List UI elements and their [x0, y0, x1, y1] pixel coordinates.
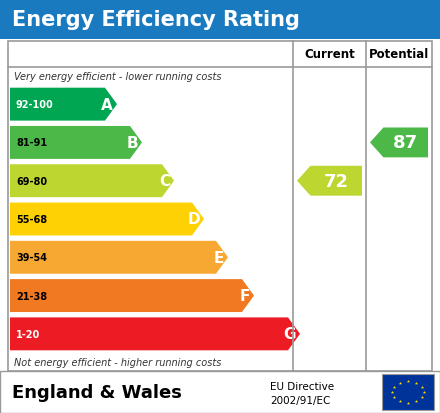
Text: E: E [214, 250, 224, 265]
Text: F: F [240, 288, 250, 303]
Text: G: G [283, 327, 296, 342]
Text: 39-54: 39-54 [16, 253, 47, 263]
Text: A: A [101, 97, 113, 112]
Text: 55-68: 55-68 [16, 214, 47, 224]
Polygon shape [10, 318, 300, 351]
Polygon shape [370, 128, 428, 158]
Text: 81-91: 81-91 [16, 138, 47, 148]
Bar [0, 371, 440, 413]
Text: 2002/91/EC: 2002/91/EC [270, 395, 330, 406]
Polygon shape [10, 241, 228, 274]
Text: Potential: Potential [369, 48, 429, 62]
Polygon shape [10, 127, 142, 159]
Text: 1-20: 1-20 [16, 329, 40, 339]
Polygon shape [297, 166, 362, 196]
Text: C: C [159, 174, 170, 189]
Text: Not energy efficient - higher running costs: Not energy efficient - higher running co… [14, 357, 221, 367]
Bar [0, 0, 440, 40]
Text: 72: 72 [324, 172, 349, 190]
Text: 69-80: 69-80 [16, 176, 47, 186]
Text: D: D [187, 212, 200, 227]
Text: 21-38: 21-38 [16, 291, 47, 301]
Text: 92-100: 92-100 [16, 100, 54, 110]
Polygon shape [10, 203, 204, 236]
Text: B: B [126, 135, 138, 151]
Polygon shape [10, 88, 117, 121]
Text: England & Wales: England & Wales [12, 383, 182, 401]
Polygon shape [10, 280, 254, 312]
Bar [382, 374, 434, 410]
Text: Energy Efficiency Rating: Energy Efficiency Rating [12, 10, 300, 30]
Bar [8, 42, 432, 371]
Text: 87: 87 [393, 134, 418, 152]
Polygon shape [10, 165, 174, 198]
Text: Very energy efficient - lower running costs: Very energy efficient - lower running co… [14, 72, 221, 82]
Text: EU Directive: EU Directive [270, 381, 334, 391]
Text: Current: Current [304, 48, 355, 62]
